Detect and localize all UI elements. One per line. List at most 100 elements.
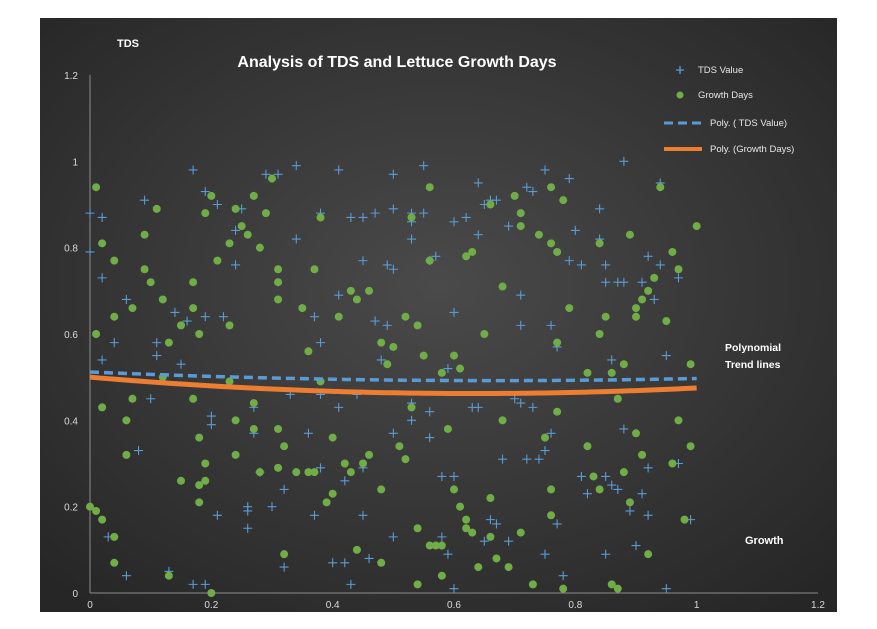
growth-point [352,295,361,304]
tds-point [655,260,665,270]
tds-point [425,433,435,443]
growth-point [462,252,471,261]
growth-point [425,183,434,192]
growth-point [92,330,101,338]
growth-point [334,312,343,321]
tds-point [200,312,210,322]
growth-point [516,528,525,537]
tds-point [613,484,623,494]
growth-point [401,312,410,321]
growth-point [280,442,289,451]
annotation-line-2: Trend lines [725,359,781,371]
growth-point [607,580,616,589]
tds-point [388,428,398,438]
tds-point [188,579,198,589]
tds-point [419,208,429,218]
tds-point [431,251,441,261]
growth-point [164,571,173,580]
growth-point [595,330,604,338]
tds-point [443,364,453,374]
tds-point [546,320,556,330]
tds-point [97,273,107,283]
tds-point [516,320,526,330]
tds-point [364,553,374,563]
growth-point [225,321,234,330]
tds-point [661,584,671,594]
growth-point [662,317,671,326]
growth-point [98,403,107,412]
tds-point [358,256,368,266]
tds-point [388,169,398,179]
tds-point [382,260,392,270]
growth-point [644,286,653,295]
growth-point [207,191,216,200]
growth-point [541,433,549,442]
tds-point [637,489,647,499]
growth-point [389,342,398,351]
tds-point [340,476,350,486]
tds-point [601,277,611,287]
growth-point [601,312,610,321]
growth-point [456,364,465,373]
growth-point [322,498,331,507]
legend-plus-marker [676,66,684,74]
tds-point [346,579,356,589]
tds-point [200,187,210,197]
tds-point [370,208,380,218]
growth-point [98,515,107,524]
tds-point [601,471,611,481]
y-tick-label: 1 [72,157,78,168]
growth-point [231,204,240,213]
tds-point [358,212,368,222]
tds-point [619,424,629,434]
x-tick-label: 0.6 [447,600,461,611]
tds-point [316,463,326,473]
growth-point [413,580,422,589]
annotation-line-1: Polynomial [725,342,781,354]
growth-point [304,468,313,477]
tds-point [200,579,210,589]
growth-point [480,330,489,338]
tds-point [243,523,253,533]
growth-point [140,265,149,274]
tds-point [316,338,326,348]
growth-point [274,278,283,287]
growth-point [310,468,319,477]
tds-point [121,571,131,581]
growth-point [462,524,471,533]
growth-point [413,524,422,533]
growth-point [261,209,270,218]
tds-point [607,355,617,365]
x-tick-label: 0.4 [326,600,340,611]
legend: TDS Value Growth Days Poly. ( TDS Value)… [664,65,794,155]
growth-point [674,265,683,274]
growth-point [559,584,568,593]
growth-point [255,468,264,477]
growth-point [613,394,622,403]
growth-point [650,273,659,282]
growth-point [443,424,452,433]
legend-item-poly-growth: Poly. (Growth Days) [664,144,794,155]
tds-point [522,454,532,464]
tds-point [176,359,186,369]
tds-point [449,471,459,481]
legend-label-growth: Growth Days [698,90,753,101]
growth-point [510,191,519,200]
tds-point [206,411,216,421]
tds-point [358,510,368,520]
tds-point [504,536,514,546]
tds-point [437,471,447,481]
growth-point [583,368,592,377]
tds-point [473,178,483,188]
tds-point [152,338,162,348]
y-tick-label: 0 [72,589,78,600]
growth-point [595,485,604,494]
growth-point [450,351,458,360]
tds-point [558,571,568,581]
growth-point [613,584,622,593]
x-axis-title: Growth [745,535,784,547]
tds-point [522,182,532,192]
tds-point [570,225,580,235]
growth-point [468,247,477,256]
tds-point [291,234,301,244]
